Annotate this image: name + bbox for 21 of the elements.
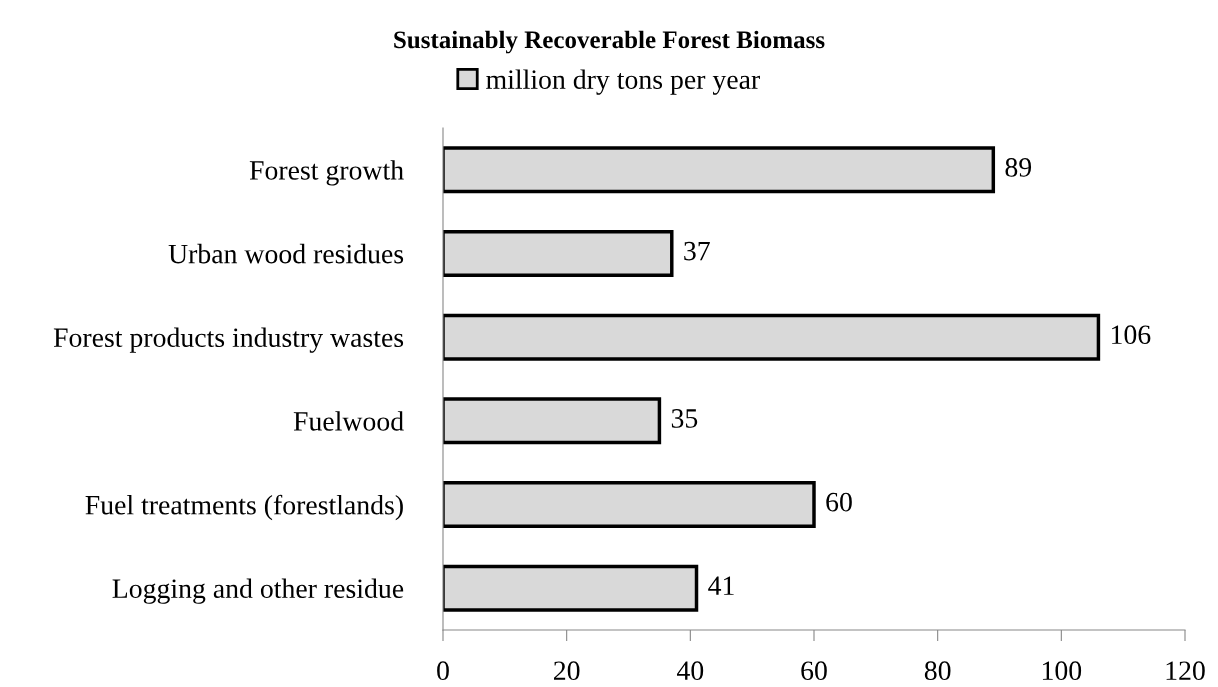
chart-title: Sustainably Recoverable Forest Biomass <box>394 30 825 54</box>
x-tick-label: 20 <box>554 661 580 681</box>
y-tick-label: Forest growth <box>249 160 404 186</box>
x-tick-label: 100 <box>1042 661 1082 681</box>
y-tick-label: Logging and other residue <box>112 578 404 604</box>
y-tick-label: Forest products industry wastes <box>53 327 404 353</box>
data-label: 89 <box>1005 158 1032 177</box>
x-tick-label: 120 <box>1166 661 1205 681</box>
data-label: 37 <box>684 241 710 261</box>
data-label: 35 <box>671 409 698 428</box>
data-label: 60 <box>826 492 852 512</box>
legend-label: million dry tons per year <box>486 69 760 95</box>
data-label: 106 <box>1111 325 1151 345</box>
x-tick-label: 60 <box>801 661 827 681</box>
x-tick-label: 0 <box>437 661 449 681</box>
y-tick-label: Fuel treatments (forestlands) <box>85 494 403 521</box>
y-tick-label: Fuelwood <box>293 411 404 431</box>
data-label: 41 <box>708 576 734 595</box>
y-tick-label: Urban wood residues <box>168 243 404 264</box>
x-tick-label: 80 <box>924 661 951 681</box>
x-tick-label: 40 <box>676 661 704 681</box>
